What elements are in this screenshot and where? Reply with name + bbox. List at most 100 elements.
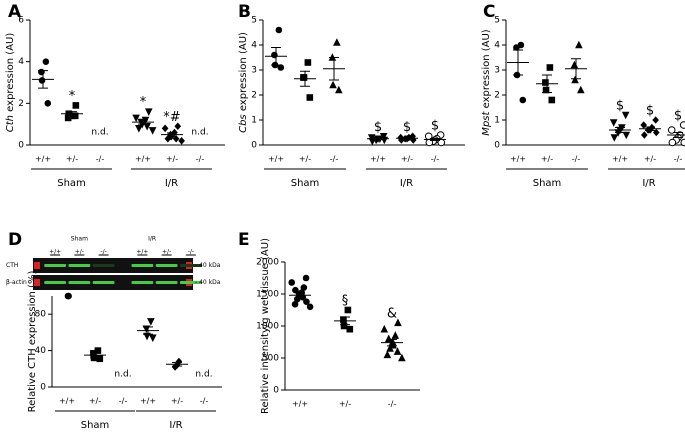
blot-lane: +/+ [136,249,148,256]
x-tick-label: +/+ [370,155,386,164]
panel-letter: A [8,2,22,22]
point [546,64,554,71]
point [291,300,299,308]
point [306,303,314,311]
point [344,306,352,314]
annotation: & [387,306,397,321]
y-tick-label: 4 [18,57,24,67]
point [147,318,155,326]
point [391,331,400,339]
blot-group: Sham [71,236,88,243]
y-tick-label: 6 [18,16,24,26]
band [44,281,67,284]
point [679,121,685,129]
y-tick-label: 4 [494,41,500,51]
point [333,38,341,46]
point [388,337,397,346]
point [570,60,579,69]
point [303,298,310,305]
y-tick-label: 1 [251,116,257,126]
point [652,128,660,137]
x-tick-label: +/- [66,155,78,164]
group-label: Sham [57,178,86,189]
annotation: $ [374,120,382,135]
panel-letter: B [238,2,251,22]
x-tick-label: -/- [119,397,128,406]
y-tick-label: 0 [40,383,46,393]
point [171,363,179,371]
y-tick-label: 500 [262,354,279,364]
y-tick-label: 2 [18,99,24,109]
point [148,127,157,135]
group-label: Sham [533,178,562,189]
band [179,281,202,284]
band [68,264,91,267]
band [155,264,178,267]
x-tick-label: +/- [401,155,413,164]
y-tick-label: 5 [251,16,257,26]
point [329,80,337,89]
point [680,138,685,147]
y-tick-label: 0 [251,141,257,151]
point [380,324,389,333]
point [513,44,520,51]
point [178,137,185,145]
point [174,122,182,131]
point [65,292,72,300]
blot-lane: +/+ [49,249,61,256]
annotation: * [69,89,76,104]
y-tick-label: 0 [273,386,279,396]
annotation: § [342,294,349,309]
point [542,79,549,86]
group-label: I/R [642,178,655,189]
blot-row-label: CTH [6,262,18,269]
x-tick-label: -/- [200,397,209,406]
point [96,355,104,363]
annotation: $ [674,109,682,124]
y-axis-label-text: Relative intensity/g wet tissue (AU) [260,238,271,414]
point [668,138,677,147]
y-tick-label: 3 [494,66,500,76]
point [340,316,347,323]
x-tick-label: +/+ [612,155,628,164]
x-tick-label: -/- [388,400,397,409]
point [641,131,648,139]
point [149,334,157,343]
y-tick-label: 2000 [256,258,279,268]
point [542,86,550,94]
y-axis-label-gene: Mpst [481,111,492,136]
point [346,325,354,333]
point [172,134,180,143]
x-tick-label: +/+ [135,155,151,164]
y-axis-label-gene: Cbs [238,114,249,133]
point [38,77,46,84]
group-label: Sham [291,178,320,189]
annotation: n.d. [91,128,108,138]
panel-letter: D [8,230,22,250]
y-tick-label: 3 [251,66,257,76]
group-label: I/R [400,178,413,189]
annotation: n.d. [191,128,208,138]
point [144,108,153,116]
group-label: Sham [81,420,110,428]
y-axis-label: Relative CTH expression (%) [27,271,38,413]
x-tick-label: +/- [541,155,553,164]
x-tick-label: +/- [644,155,656,164]
blot-size-label: - 40 kDa [195,279,221,286]
y-tick-label: 0 [18,141,24,151]
point [72,102,80,109]
point [288,279,296,286]
point [609,119,618,127]
point [340,322,348,330]
point [306,94,314,101]
point [393,347,402,355]
y-axis-label: Relative intensity/g wet tissue (AU) [260,238,271,414]
y-tick-label: 2 [494,91,500,101]
point [384,334,393,343]
band [92,281,115,284]
x-tick-label: +/- [339,400,351,409]
band [131,281,154,284]
point [135,125,143,133]
y-tick-label: 0 [494,141,500,151]
